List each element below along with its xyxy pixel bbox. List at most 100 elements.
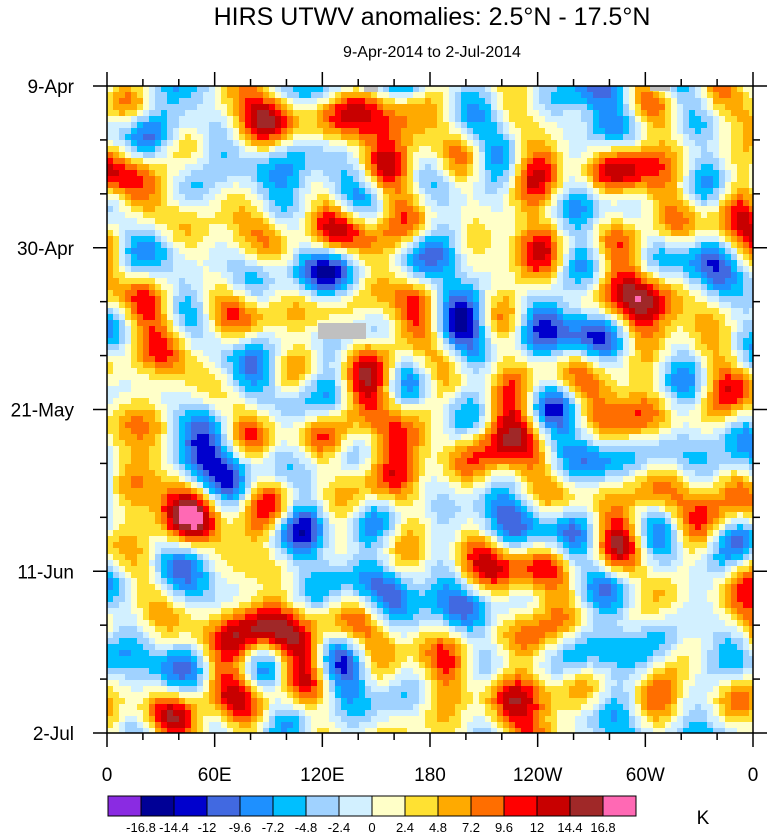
field-cell [425,326,431,332]
field-cell [635,164,641,170]
field-cell [179,350,185,356]
field-cell [203,386,209,392]
field-cell [605,206,611,212]
field-cell [323,140,329,146]
field-cell [227,320,233,326]
field-cell [443,380,449,386]
field-cell [521,248,527,254]
field-cell [647,308,653,314]
field-cell [317,386,323,392]
field-cell [623,344,629,350]
field-cell [617,116,623,122]
field-cell [551,410,557,416]
field-cell [281,134,287,140]
field-cell [425,290,431,296]
field-cell [365,398,371,404]
field-cell [371,248,377,254]
field-cell [113,260,119,266]
field-cell [467,362,473,368]
field-cell [521,320,527,326]
field-cell [695,152,701,158]
field-cell [731,158,737,164]
field-cell [611,272,617,278]
field-cell [137,254,143,260]
field-cell [197,122,203,128]
field-cell [245,410,251,416]
field-cell [239,236,245,242]
field-cell [455,326,461,332]
field-cell [605,314,611,320]
field-cell [359,152,365,158]
field-cell [617,266,623,272]
field-cell [533,98,539,104]
field-cell [563,362,569,368]
field-cell [311,206,317,212]
field-cell [113,164,119,170]
field-cell [593,194,599,200]
field-cell [551,344,557,350]
field-cell [641,170,647,176]
field-cell [449,362,455,368]
field-cell [605,326,611,332]
field-cell [623,410,629,416]
field-cell [749,296,753,302]
field-cell [413,296,419,302]
field-cell [461,86,467,92]
field-cell [533,212,539,218]
field-cell [503,146,509,152]
field-cell [617,206,623,212]
field-cell [335,380,341,386]
field-cell [629,326,635,332]
field-cell [581,134,587,140]
field-cell [131,266,137,272]
field-cell [383,344,389,350]
field-cell [641,410,647,416]
field-cell [527,290,533,296]
field-cell [581,362,587,368]
field-cell [689,152,695,158]
field-cell [611,356,617,362]
field-cell [155,140,161,146]
field-cell [551,92,557,98]
field-cell [575,272,581,278]
field-cell [155,296,161,302]
field-cell [443,242,449,248]
field-cell [467,236,473,242]
field-cell [257,110,263,116]
field-cell [359,362,365,368]
field-cell [593,374,599,380]
field-cell [257,170,263,176]
field-cell [707,314,713,320]
field-cell [701,164,707,170]
field-cell [185,380,191,386]
field-cell [599,206,605,212]
field-cell [287,284,293,290]
field-cell [701,158,707,164]
field-cell [527,116,533,122]
field-cell [125,248,131,254]
field-cell [173,92,179,98]
field-cell [665,164,671,170]
field-cell [365,290,371,296]
field-cell [461,356,467,362]
field-cell [419,110,425,116]
field-cell [125,122,131,128]
field-cell [431,98,437,104]
field-cell [365,416,371,422]
field-cell [107,278,113,284]
field-cell [341,230,347,236]
field-cell [239,212,245,218]
field-cell [449,284,455,290]
field-cell [407,104,413,110]
field-cell [329,380,335,386]
field-cell [713,104,719,110]
field-cell [479,338,485,344]
field-cell [491,182,497,188]
field-cell [305,302,311,308]
field-cell [299,386,305,392]
field-cell [713,290,719,296]
field-cell [683,248,689,254]
field-cell [719,392,725,398]
field-cell [209,140,215,146]
field-cell [551,212,557,218]
